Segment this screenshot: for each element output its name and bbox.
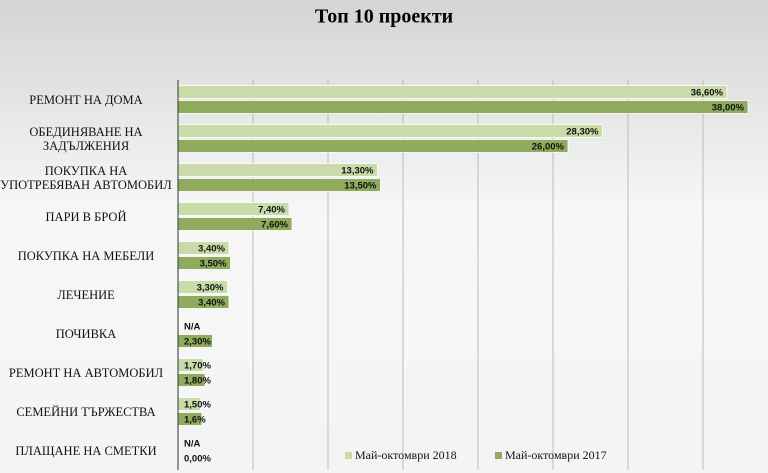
value-label: 2,30% [184, 337, 211, 348]
y-tick-label: ПОКУПКА НА УПОТРЕБЯВАН АВТОМОБИЛ [0, 163, 172, 192]
value-label: 13,30% [341, 166, 374, 177]
legend-swatch [495, 452, 502, 459]
value-label: 26,00% [532, 142, 565, 153]
legend-label: Май-октомври 2017 [505, 448, 607, 462]
y-tick-label: ПАРИ В БРОЙ [45, 209, 127, 224]
bar [177, 139, 569, 153]
y-tick-label: СЕМЕЙНИ ТЪРЖЕСТВА [16, 404, 156, 419]
value-label: 3,50% [200, 259, 227, 270]
y-tick-label: ЛЕЧЕНИЕ [57, 287, 115, 302]
y-tick-label: ПОЧИВКА [55, 326, 117, 341]
y-tick-label: РЕМОНТ НА ДОМА [29, 92, 143, 107]
value-label: 1,50% [184, 400, 211, 411]
value-label: 1,80% [184, 376, 211, 387]
value-label: 1,6% [184, 415, 206, 426]
legend-label: Май-октомври 2018 [355, 448, 457, 462]
value-label: 7,60% [261, 220, 288, 231]
value-label: 3,40% [198, 298, 225, 309]
value-label: 13,50% [344, 181, 377, 192]
bar [177, 100, 749, 114]
value-label: 1,70% [184, 361, 211, 372]
legend-swatch [345, 452, 352, 459]
y-tick-label: ПЛАЩАНЕ НА СМЕТКИ [15, 443, 157, 458]
value-label: 38,00% [712, 103, 745, 114]
chart-title: Топ 10 проекти [315, 6, 453, 28]
value-label: 0,00% [184, 454, 211, 465]
value-label: 3,30% [197, 283, 224, 294]
y-tick-label: ПОКУПКА НА МЕБЕЛИ [17, 248, 155, 263]
value-label: 3,40% [198, 244, 225, 255]
y-tick-label: РЕМОНТ НА АВТОМОБИЛ [8, 365, 164, 380]
bar [177, 124, 603, 138]
y-tick-label: ОБЕДИНЯВАНЕ НА ЗАДЪЛЖЕНИЯ [29, 124, 143, 153]
value-label: 28,30% [566, 127, 599, 138]
value-label: 7,40% [258, 205, 285, 216]
bar [177, 85, 728, 99]
value-label: N/A [184, 322, 201, 333]
value-label: N/A [184, 439, 201, 450]
value-label: 36,60% [691, 88, 724, 99]
